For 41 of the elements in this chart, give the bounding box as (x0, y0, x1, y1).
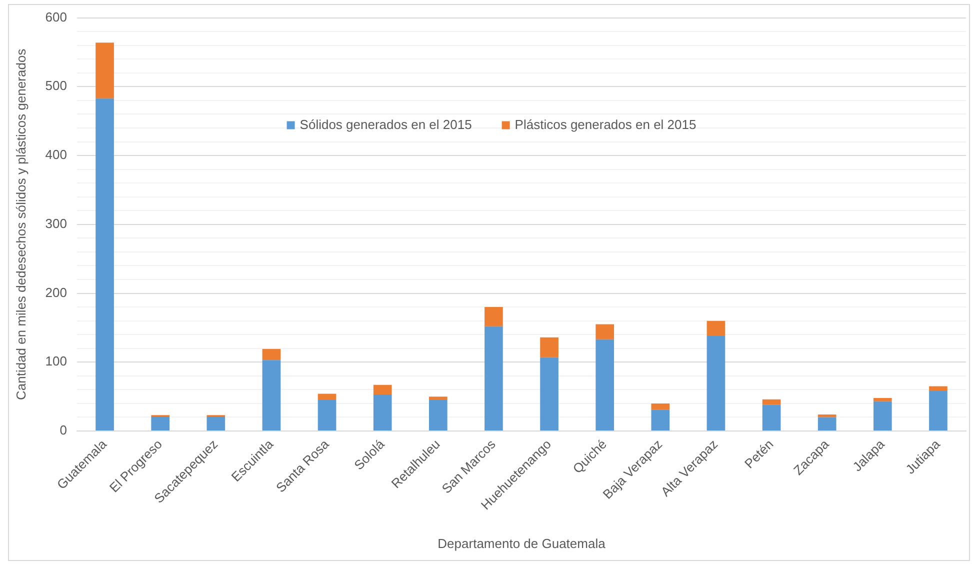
legend-label: Sólidos generados en el 2015 (300, 116, 472, 132)
bar (929, 386, 948, 392)
bar (428, 400, 448, 430)
bar (484, 326, 503, 430)
bar (762, 404, 781, 430)
y-axis-title: Cantidad en miles dedesechos sólidos y plásticos generados (13, 48, 28, 400)
y-tick-label: 500 (45, 78, 67, 94)
y-tick-label: 400 (45, 147, 67, 162)
bar (873, 398, 892, 402)
bar (373, 384, 392, 394)
bar (929, 391, 948, 430)
bar (540, 337, 558, 358)
y-tick-label: 200 (45, 284, 67, 300)
legend-label: Plásticos generados en el 2015 (514, 116, 696, 132)
bar (373, 394, 392, 430)
y-tick-label: 100 (45, 354, 67, 369)
bar (818, 417, 836, 430)
bar (428, 396, 448, 400)
y-tick-label: 0 (60, 422, 67, 438)
bar (651, 410, 670, 430)
bar (484, 307, 503, 326)
bar (762, 399, 781, 405)
y-tick-label: 300 (45, 216, 67, 231)
bar (873, 401, 892, 430)
bar (262, 360, 281, 430)
bar (540, 357, 558, 430)
bar (596, 324, 614, 340)
bar (96, 98, 114, 430)
bar (96, 42, 114, 98)
bar (318, 394, 336, 400)
bar (318, 400, 336, 430)
bar (262, 349, 281, 360)
bar (818, 414, 836, 418)
bar (596, 339, 614, 430)
bar (651, 403, 670, 410)
bar (151, 416, 170, 430)
x-axis-title: Departamento de Guatemala (438, 536, 606, 551)
bar (706, 320, 726, 336)
y-tick-label: 600 (45, 9, 67, 24)
bar (706, 336, 726, 430)
bar (206, 416, 226, 430)
